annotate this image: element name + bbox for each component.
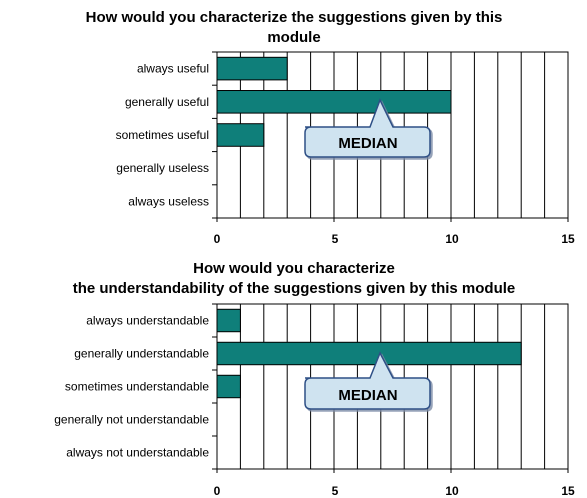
- chart-1-category-label: generally useful: [125, 95, 209, 109]
- chart-1-bar: [216, 90, 452, 114]
- chart-2-bar: [216, 308, 241, 333]
- chart-2-x-tick-label: 5: [332, 484, 339, 498]
- chart-2-category-label: sometimes understandable: [65, 380, 209, 394]
- chart-1-title-line-1: How would you characterize the suggestio…: [86, 9, 503, 26]
- chart-2-plot-area: always understandable generally understan…: [54, 303, 569, 473]
- chart-2-median-label: MEDIAN: [338, 387, 397, 404]
- chart-1-category-label: sometimes useful: [116, 128, 209, 142]
- chart-1-x-tick-label: 5: [332, 232, 339, 246]
- chart-2-category-label: always not understandable: [66, 446, 209, 460]
- chart-2-x-tick-label: 10: [445, 484, 459, 498]
- chart-1-title-line-2: module: [267, 29, 320, 46]
- chart-1-bar: [216, 123, 265, 147]
- chart-2-title-line-1: How would you characterize: [193, 260, 395, 277]
- chart-1-category-label: always useless: [128, 194, 209, 208]
- chart-1-median-callout-shape: [304, 98, 431, 158]
- chart-2-median-callout: MEDIAN: [304, 351, 431, 410]
- chart-1-plot-area: always useful generally useful sometimes u…: [116, 51, 569, 222]
- chart-1-x-tick-label: 10: [445, 232, 459, 246]
- chart-2-category-label: generally not understandable: [54, 413, 209, 427]
- chart-1-bar: [216, 56, 288, 81]
- chart-2-median-callout-shape: [304, 351, 431, 410]
- chart-2-category-label: always understandable: [86, 314, 209, 328]
- chart-1-median-label: MEDIAN: [338, 135, 397, 152]
- chart-1-category-label: always useful: [137, 62, 209, 76]
- chart-2-x-tick-label: 15: [561, 484, 575, 498]
- chart-1: How would you characterize the suggestio…: [86, 9, 575, 246]
- chart-2-title-line-2: the understandability of the suggestions…: [73, 280, 516, 297]
- chart-2: How would you characterize the understan…: [54, 260, 575, 498]
- chart-2-bar: [216, 374, 241, 399]
- chart-1-median-callout: MEDIAN: [304, 98, 431, 158]
- chart-1-x-tick-label: 15: [561, 232, 575, 246]
- chart-2-category-label: generally understandable: [74, 347, 209, 361]
- chart-1-x-tick-label: 0: [214, 232, 221, 246]
- chart-2-x-tick-label: 0: [214, 484, 221, 498]
- chart-1-category-label: generally useless: [116, 161, 209, 175]
- chart-2-bar: [216, 341, 522, 366]
